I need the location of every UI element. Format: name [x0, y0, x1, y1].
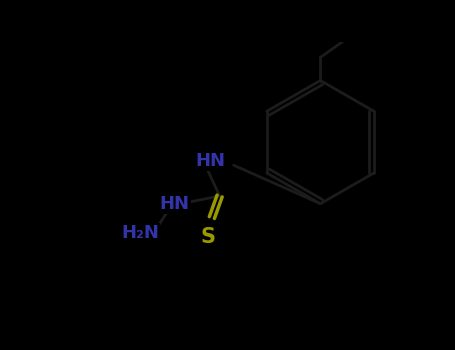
- Text: HN: HN: [195, 152, 225, 170]
- Text: S: S: [201, 227, 216, 247]
- Text: H₂N: H₂N: [121, 224, 160, 242]
- Text: HN: HN: [160, 195, 190, 213]
